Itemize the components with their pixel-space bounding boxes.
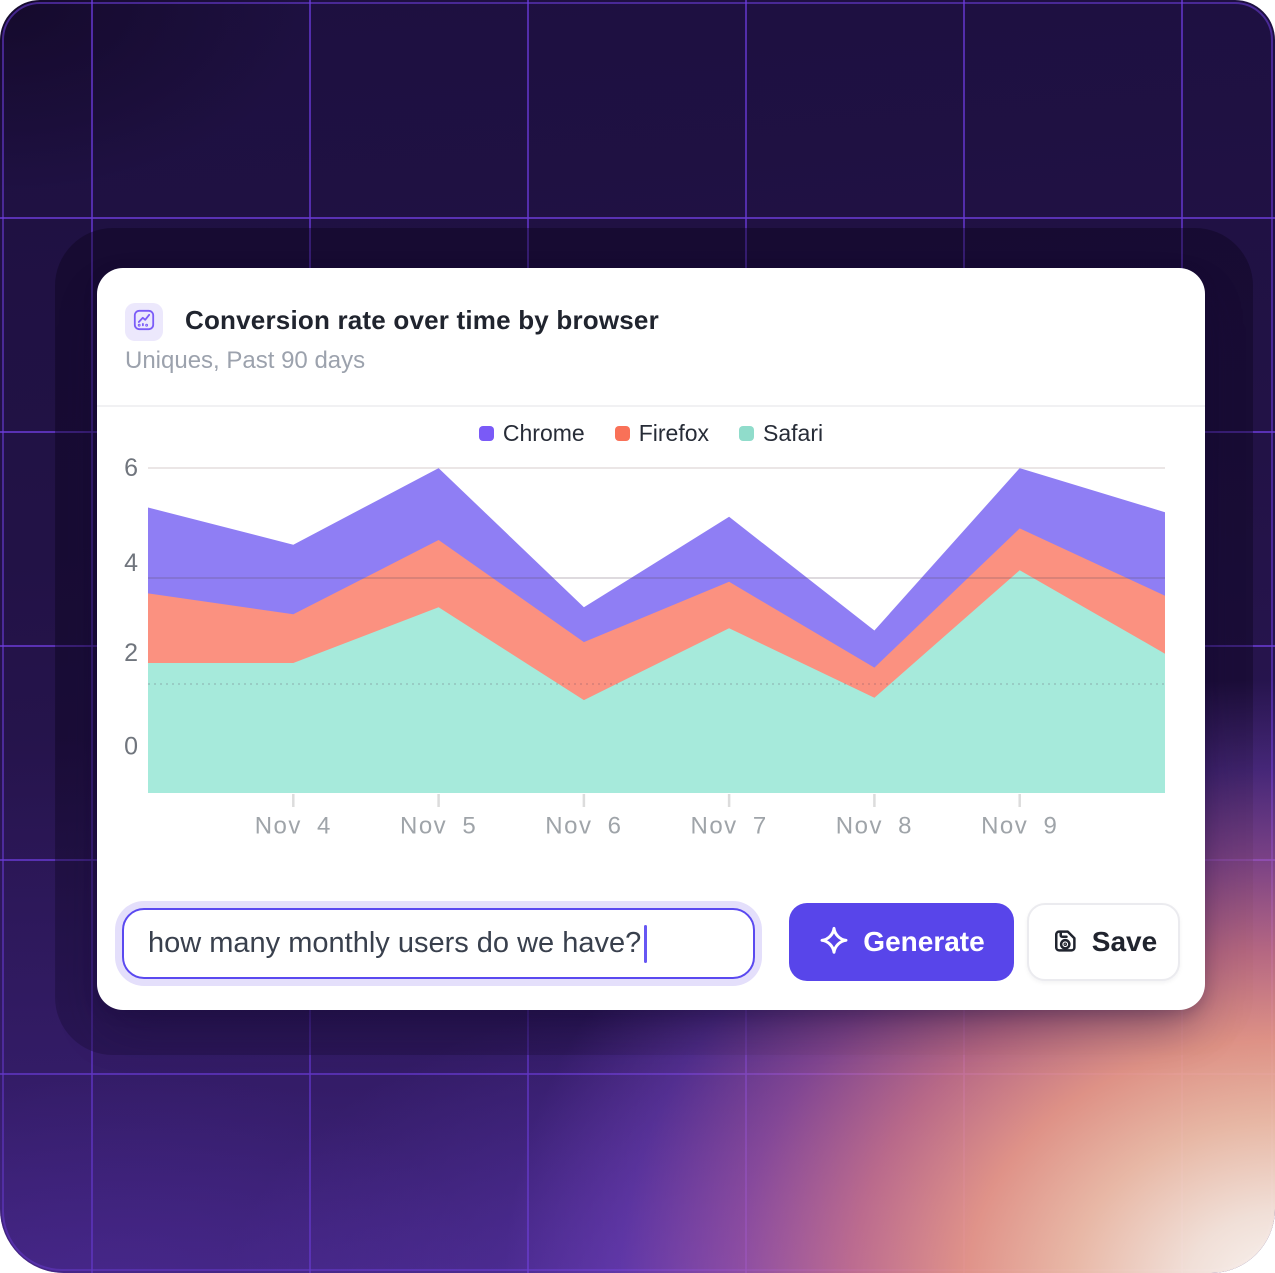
legend-item-safari: Safari: [739, 420, 823, 447]
save-icon: [1050, 926, 1080, 959]
legend-swatch: [478, 426, 494, 441]
x-axis-label: Nov 4: [255, 813, 332, 840]
generate-button-label: Generate: [863, 926, 985, 957]
page-title: Conversion rate over time by browser: [185, 305, 659, 335]
page-subtitle: Uniques, Past 90 days: [125, 347, 366, 374]
legend-swatch: [614, 426, 630, 441]
grid-line-horizontal: [0, 1073, 1275, 1075]
x-axis-label: Nov 7: [690, 813, 767, 840]
chart-legend: Chrome Firefox Safari: [97, 420, 1205, 447]
y-axis-label: 0: [124, 733, 139, 761]
x-axis-label: Nov 5: [400, 813, 477, 840]
legend-label: Safari: [763, 420, 824, 446]
x-axis-label: Nov 6: [545, 813, 622, 840]
grid-line-horizontal: [0, 217, 1275, 219]
y-axis-label: 6: [124, 454, 139, 482]
area-safari: [148, 570, 1165, 793]
x-axis-label: Nov 8: [836, 813, 913, 840]
stacked-area-chart: 6 4 2 0 Nov 4 Nov 5 Nov 6 Nov 7 Nov 8 Nov 9: [97, 408, 1205, 878]
header-divider: [97, 405, 1205, 407]
legend-item-firefox: Firefox: [614, 420, 709, 447]
prompt-input-value: how many monthly users do we have?: [148, 927, 642, 959]
legend-swatch: [739, 426, 754, 441]
y-axis-label: 2: [124, 639, 139, 667]
legend-item-chrome: Chrome: [478, 420, 585, 447]
legend-label: Chrome: [502, 420, 585, 446]
save-button-label: Save: [1091, 926, 1158, 957]
y-axis-label: 4: [124, 549, 139, 577]
prompt-input[interactable]: how many monthly users do we have?: [122, 908, 755, 979]
generate-button[interactable]: Generate: [789, 903, 1014, 981]
chart-plot: 6 4 2 0 Nov 4 Nov 5 Nov 6 Nov 7 Nov 8 Nov 9: [124, 454, 1165, 840]
text-caret: [644, 924, 648, 963]
chart-card-icon-box: [125, 303, 163, 341]
chart-card: Conversion rate over time by browser Uni…: [97, 268, 1205, 1010]
sparkle-icon: [818, 925, 850, 960]
line-chart-icon: [132, 308, 156, 337]
save-button[interactable]: Save: [1027, 903, 1180, 981]
legend-label: Firefox: [638, 420, 709, 446]
x-axis-label: Nov 9: [981, 813, 1058, 840]
